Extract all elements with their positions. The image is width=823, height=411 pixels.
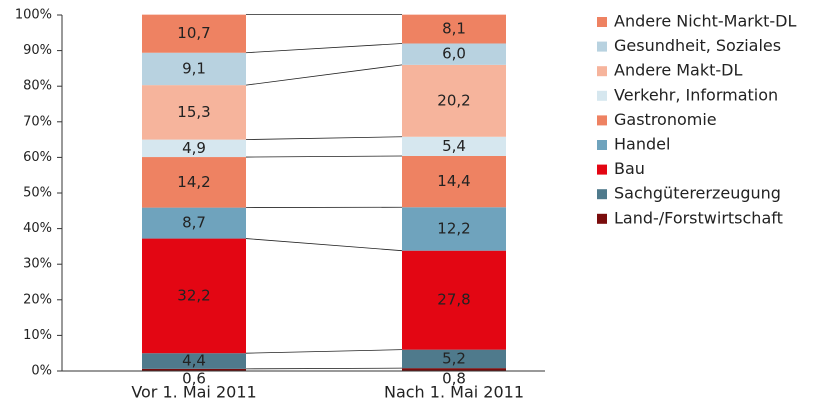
legend-swatch: [597, 213, 607, 224]
connector: [245, 155, 403, 158]
value-label: 15,3: [177, 103, 210, 121]
x-tick-label: Vor 1. Mai 2011: [131, 383, 256, 402]
bar-segment: [402, 368, 506, 371]
y-tick-label: 70%: [23, 114, 52, 129]
legend-swatch: [597, 41, 607, 52]
value-label: 8,7: [182, 214, 206, 232]
legend-swatch: [597, 17, 607, 27]
bar-segment: [402, 250, 506, 350]
bar-segment: [142, 139, 246, 158]
value-label: 10,7: [177, 24, 210, 42]
value-label: 14,4: [437, 172, 470, 190]
bar-segment: [142, 14, 246, 53]
bar-segment: [142, 85, 246, 140]
y-tick-label: 80%: [23, 79, 52, 94]
bar-segment: [402, 43, 506, 65]
y-tick-label: 30%: [23, 257, 52, 272]
y-tick-label: 20%: [23, 292, 52, 307]
value-label: 27,8: [437, 291, 470, 309]
legend-label: Andere Nicht-Markt-DL: [614, 12, 796, 31]
value-label: 8,1: [442, 20, 466, 38]
legend-label: Gesundheit, Soziales: [614, 36, 781, 55]
y-tick-label: 40%: [23, 221, 52, 236]
bar-segment: [402, 207, 506, 251]
connector: [245, 43, 403, 54]
legend-swatch: [597, 90, 607, 101]
value-label: 32,2: [177, 286, 210, 304]
x-tick-label: Nach 1. Mai 2011: [384, 383, 524, 402]
legend-label: Bau: [614, 159, 645, 178]
legend-label: Sachgütererzeugung: [614, 184, 781, 203]
value-label: 5,2: [442, 349, 466, 367]
legend-swatch: [597, 115, 607, 126]
connector: [245, 349, 403, 354]
bar-segment: [402, 64, 506, 137]
bar-segment: [402, 349, 506, 369]
value-label: 4,9: [182, 139, 206, 157]
legend-swatch: [597, 164, 607, 175]
bar-segment: [142, 368, 246, 371]
y-tick-label: 0%: [31, 364, 52, 379]
y-tick-label: 100%: [15, 8, 52, 23]
bar-segment: [142, 157, 246, 208]
value-label: 14,2: [177, 173, 210, 191]
legend-swatch: [597, 140, 607, 150]
legend-swatch: [597, 189, 607, 200]
bar-segment: [402, 14, 506, 44]
y-tick-label: 10%: [23, 328, 52, 343]
connector: [245, 367, 403, 370]
bar-segment: [142, 353, 246, 369]
value-label: 4,4: [182, 352, 206, 370]
bar-segment: [402, 136, 506, 156]
value-label: 20,2: [437, 91, 470, 109]
bar-segment: [402, 155, 506, 208]
y-tick-label: 60%: [23, 150, 52, 165]
connector: [245, 136, 403, 140]
legend-label: Verkehr, Information: [614, 85, 778, 104]
connector: [245, 238, 403, 252]
connector: [245, 64, 403, 86]
bar-segment: [142, 238, 246, 354]
legend-label: Land-/Forstwirtschaft: [614, 208, 783, 227]
value-label: 9,1: [182, 59, 206, 77]
value-label: 0,8: [442, 370, 466, 388]
legend-label: Handel: [614, 135, 670, 154]
value-label: 0,6: [182, 370, 206, 388]
legend-label: Gastronomie: [614, 110, 717, 129]
value-label: 12,2: [437, 219, 470, 237]
legend-swatch: [597, 66, 607, 77]
bar-segment: [142, 52, 246, 86]
value-label: 6,0: [442, 45, 466, 63]
y-tick-label: 50%: [23, 186, 52, 201]
y-tick-label: 90%: [23, 43, 52, 58]
value-label: 5,4: [442, 137, 466, 155]
bar-segment: [142, 207, 246, 239]
legend-label: Andere Makt-DL: [614, 61, 742, 80]
